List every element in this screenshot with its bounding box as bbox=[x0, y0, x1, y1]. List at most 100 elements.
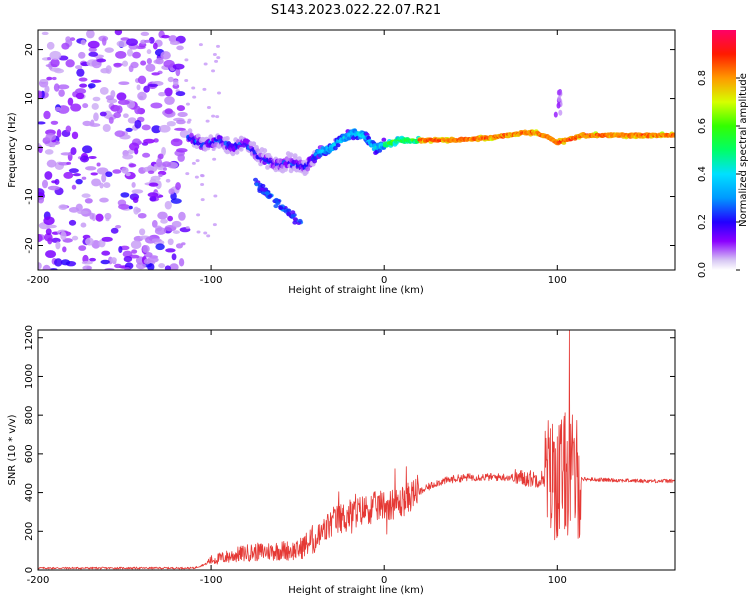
heatmap-cell bbox=[165, 248, 176, 253]
heatmap-cell bbox=[205, 119, 210, 123]
heatmap-cell bbox=[140, 31, 150, 36]
heatmap-cell bbox=[47, 56, 52, 61]
heatmap-cell bbox=[292, 220, 298, 225]
colorbar: 0.0 0.2 0.4 0.6 0.8 Normalized spectral ampl… bbox=[697, 30, 749, 278]
heatmap-cell bbox=[104, 47, 114, 53]
heatmap-cell bbox=[134, 105, 141, 115]
heatmap-cell bbox=[58, 89, 65, 97]
snr-xtick-label: -100 bbox=[200, 575, 223, 586]
heatmap-cell bbox=[203, 231, 208, 235]
heatmap-cell bbox=[80, 222, 87, 228]
heatmap-cell bbox=[151, 125, 162, 134]
heatmap-cell bbox=[96, 162, 101, 167]
spectrogram-ytick-label: -20 bbox=[24, 237, 35, 253]
heatmap-cell bbox=[115, 225, 122, 229]
heatmap-cell bbox=[114, 130, 126, 138]
heatmap-cell bbox=[115, 50, 127, 59]
heatmap-cell bbox=[215, 115, 220, 119]
heatmap-cell bbox=[262, 148, 268, 154]
heatmap-cell bbox=[166, 121, 176, 127]
heatmap-cell bbox=[200, 198, 205, 202]
heatmap-cell bbox=[169, 263, 179, 270]
heatmap-cell bbox=[70, 37, 76, 41]
heatmap-cell bbox=[113, 112, 122, 119]
heatmap-cell bbox=[96, 167, 109, 175]
heatmap-cell bbox=[75, 178, 83, 185]
heatmap-cell bbox=[132, 196, 139, 204]
heatmap-cell bbox=[175, 243, 183, 249]
heatmap-cell bbox=[63, 171, 74, 179]
heatmap-cell bbox=[82, 145, 93, 154]
heatmap-cell bbox=[100, 259, 110, 265]
colorbar-tick-label: 0.4 bbox=[697, 166, 708, 182]
heatmap-cell bbox=[194, 175, 199, 179]
heatmap-cell bbox=[88, 47, 97, 53]
heatmap-cell bbox=[60, 231, 67, 241]
heatmap-cell bbox=[45, 228, 52, 236]
heatmap-cell bbox=[216, 44, 221, 48]
heatmap-cell bbox=[78, 245, 87, 251]
heatmap-cell bbox=[147, 170, 155, 175]
heatmap-cell bbox=[96, 58, 107, 63]
heatmap-cell bbox=[92, 96, 101, 102]
heatmap-cell bbox=[43, 110, 51, 120]
heatmap-cell bbox=[192, 95, 197, 99]
heatmap-cell bbox=[117, 99, 130, 105]
heatmap-cell bbox=[91, 178, 101, 187]
heatmap-cell bbox=[176, 119, 186, 125]
heatmap-cell bbox=[185, 172, 190, 176]
heatmap-cell bbox=[67, 97, 74, 106]
heatmap-cell bbox=[196, 213, 201, 217]
heatmap-cell bbox=[168, 188, 175, 195]
heatmap-cell bbox=[155, 243, 165, 251]
heatmap-cell bbox=[191, 161, 196, 165]
spectrogram-frame bbox=[37, 29, 676, 271]
heatmap-cell bbox=[167, 215, 174, 222]
heatmap-cell bbox=[101, 250, 111, 256]
heatmap-cell bbox=[184, 58, 189, 62]
heatmap-cell bbox=[90, 172, 98, 176]
colorbar-tick-label: 0.0 bbox=[697, 262, 708, 278]
heatmap-cell bbox=[103, 182, 111, 189]
heatmap-cell bbox=[147, 192, 159, 198]
heatmap-cell bbox=[137, 75, 147, 85]
heatmap-cell bbox=[54, 106, 62, 112]
heatmap-cell bbox=[162, 161, 172, 168]
spectrogram-ylabel: Frequency (Hz) bbox=[7, 112, 18, 188]
heatmap-cell bbox=[172, 63, 185, 70]
heatmap-cell bbox=[82, 265, 93, 270]
heatmap-cell bbox=[118, 203, 130, 210]
heatmap-cell bbox=[105, 171, 113, 178]
heatmap-cell bbox=[211, 69, 216, 73]
heatmap-cell bbox=[553, 111, 558, 118]
heatmap-cell bbox=[46, 76, 53, 81]
heatmap-cell bbox=[171, 253, 177, 261]
colorbar-gradient bbox=[712, 30, 736, 270]
heatmap-cell bbox=[286, 208, 292, 213]
heatmap-cell bbox=[87, 40, 100, 49]
heatmap-cell bbox=[146, 49, 152, 55]
snr-xtick-label: 0 bbox=[381, 575, 387, 586]
heatmap-cell bbox=[45, 133, 57, 141]
heatmap-cell bbox=[110, 227, 119, 234]
heatmap-cell bbox=[178, 258, 185, 267]
heatmap-cell bbox=[60, 259, 71, 266]
heatmap-cell bbox=[84, 166, 97, 171]
heatmap-cell bbox=[196, 230, 201, 234]
colorbar-tick-label: 0.2 bbox=[697, 214, 708, 230]
heatmap-cell bbox=[169, 40, 180, 46]
heatmap-cell bbox=[154, 227, 167, 235]
heatmap-cell bbox=[112, 169, 122, 174]
heatmap-cell bbox=[164, 265, 171, 270]
heatmap-cell bbox=[121, 167, 129, 174]
heatmap-cell bbox=[290, 214, 296, 219]
heatmap-cell bbox=[152, 42, 158, 50]
heatmap-cell bbox=[206, 234, 211, 238]
heatmap-cell bbox=[91, 103, 99, 110]
heatmap-cell bbox=[211, 114, 216, 118]
heatmap-cell bbox=[101, 173, 107, 183]
heatmap-cell bbox=[122, 60, 129, 67]
heatmap-cell bbox=[158, 124, 171, 133]
